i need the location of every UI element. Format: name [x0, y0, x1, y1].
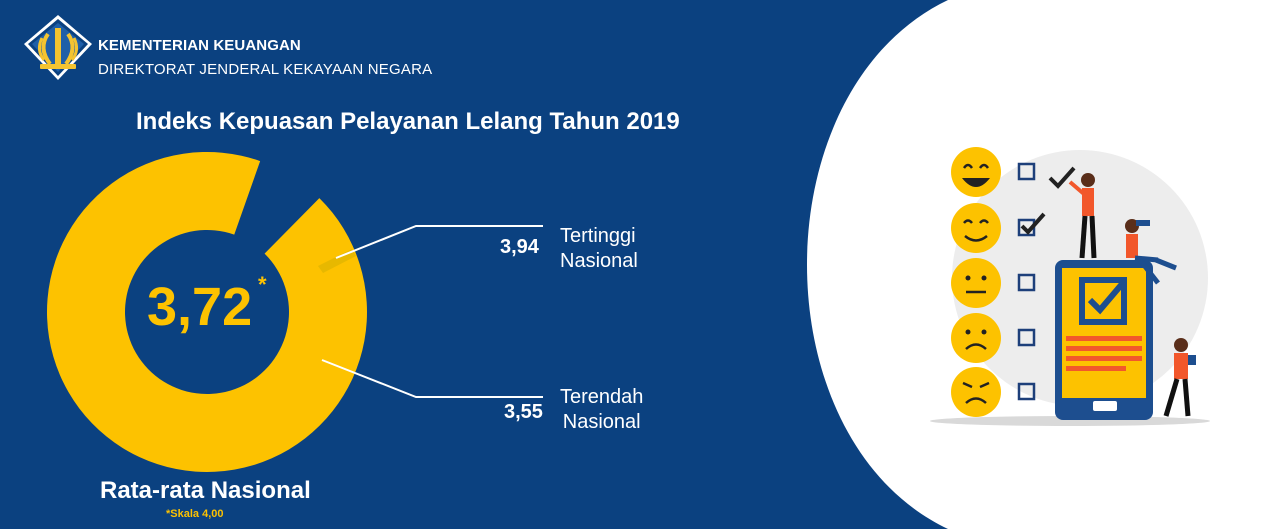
- smile-face-icon: [951, 203, 1001, 253]
- check-mark-icon: [1020, 212, 1046, 235]
- checkbox-3: [1017, 273, 1036, 292]
- lowest-label: Terendah Nasional: [560, 385, 643, 435]
- highest-label-line1: Tertinggi: [560, 225, 636, 247]
- lowest-value: 3,55: [504, 401, 543, 423]
- laughing-face-icon: [951, 147, 1001, 197]
- highest-label-line2: Nasional: [560, 250, 638, 272]
- national-average-label: Rata-rata Nasional: [100, 477, 311, 504]
- highest-label: Tertinggi Nasional: [560, 224, 638, 274]
- scale-note: *Skala 4,00: [166, 508, 224, 520]
- national-average-value: 3,72: [147, 277, 253, 337]
- directorate-name: DIREKTORAT JENDERAL KEKAYAAN NEGARA: [98, 61, 433, 78]
- average-asterisk: *: [258, 272, 267, 297]
- person-binoculars-icon: [1125, 219, 1177, 285]
- survey-illustration: [930, 147, 1210, 426]
- lowest-label-line2: Nasional: [562, 411, 641, 433]
- phone-icon: [1055, 260, 1153, 420]
- neutral-face-icon: [951, 258, 1001, 308]
- check-mark-icon: [1048, 166, 1076, 189]
- highest-leader-line: [335, 225, 543, 259]
- person-checking-icon: [1068, 173, 1097, 259]
- org-name: KEMENTERIAN KEUANGAN: [98, 37, 301, 54]
- checkbox-4: [1017, 328, 1036, 347]
- sad-face-icon: [951, 313, 1001, 363]
- page-title: Indeks Kepuasan Pelayanan Lelang Tahun 2…: [136, 108, 680, 135]
- checkbox-5: [1017, 382, 1036, 401]
- lowest-leader-line: [321, 359, 543, 398]
- average-ring: [46, 152, 367, 473]
- person-phone-icon: [1163, 338, 1196, 417]
- checkbox-1: [1017, 162, 1036, 181]
- ministry-emblem-logo: [24, 15, 92, 80]
- ring-marker: [318, 249, 356, 273]
- angry-face-icon: [951, 367, 1001, 417]
- highest-value: 3,94: [500, 236, 539, 258]
- lowest-label-line1: Terendah: [560, 386, 644, 408]
